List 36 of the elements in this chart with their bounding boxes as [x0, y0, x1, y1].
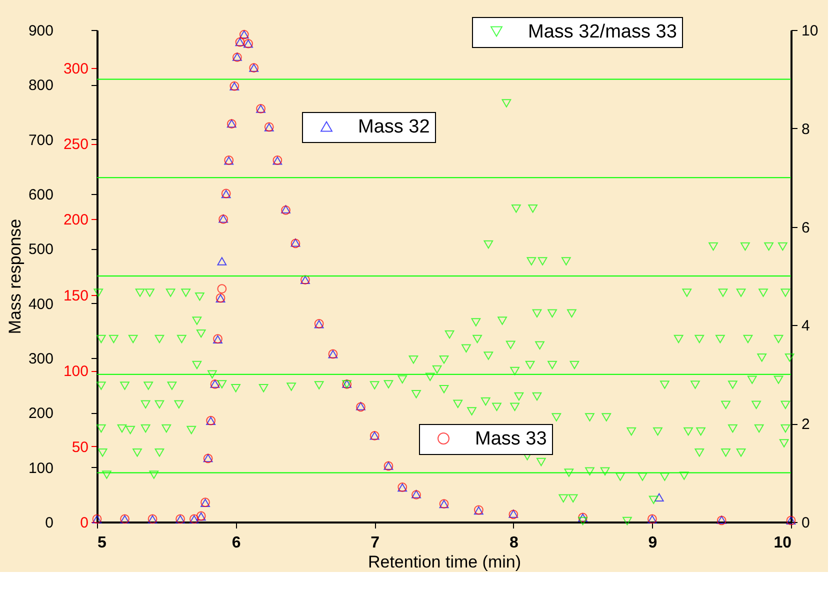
y2-tick-label: 0	[802, 514, 810, 532]
y-tick-label: 400	[28, 296, 54, 313]
legend-label: Mass 32/mass 33	[528, 22, 677, 42]
y-axis-title: Mass response	[5, 218, 24, 334]
y-tick-label: 300	[28, 350, 54, 368]
legend-label: Mass 33	[475, 428, 547, 450]
y-tick-label: 500	[28, 241, 54, 258]
y-tick-label: 100	[28, 460, 54, 477]
y2-tick-label: 2	[802, 416, 810, 434]
x-tick-label: 9	[648, 534, 658, 552]
y-tick-label: 800	[28, 77, 54, 94]
x-tick-label: 6	[232, 534, 241, 552]
y3-tick-label: 250	[63, 136, 88, 154]
y-tick-label: 200	[28, 405, 54, 422]
legend-label: Mass 32	[358, 116, 430, 138]
y2-tick-label: 8	[802, 120, 810, 138]
point	[217, 257, 227, 266]
x-tick-label: 7	[370, 534, 380, 552]
y-tick-label: 0	[45, 514, 54, 532]
y2-tick-label: 10	[802, 22, 818, 40]
point	[217, 284, 227, 294]
y2-tick-label: 4	[802, 318, 810, 335]
y-tick-label: 700	[28, 132, 54, 149]
y3-tick-label: 200	[63, 212, 88, 229]
x-tick-label: 5	[98, 534, 106, 552]
y2-tick-label: 6	[802, 219, 810, 236]
y3-tick-label: 300	[63, 60, 88, 78]
x-tick-label: 8	[509, 534, 518, 552]
y-tick-label: 600	[28, 186, 54, 204]
y3-tick-label: 50	[72, 438, 88, 456]
y3-tick-label: 0	[80, 514, 88, 532]
y3-tick-label: 150	[63, 287, 88, 304]
y3-tick-label: 100	[63, 363, 88, 380]
x-tick-label: 10	[774, 534, 792, 552]
x-axis-title: Retention time (min)	[368, 552, 522, 572]
y-tick-label: 900	[28, 22, 54, 40]
